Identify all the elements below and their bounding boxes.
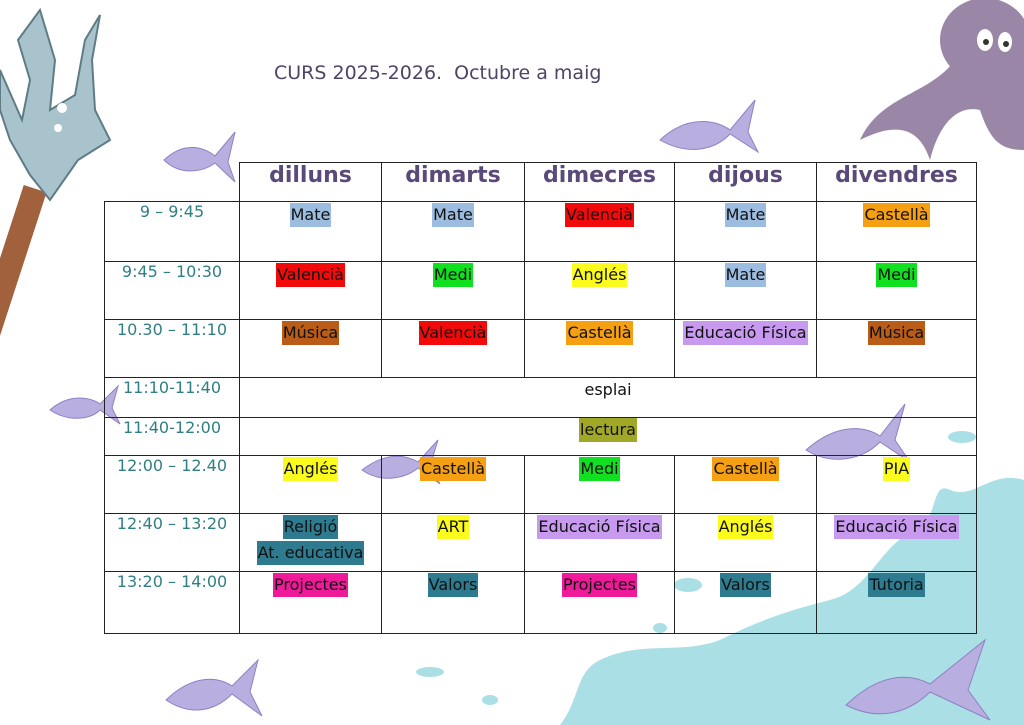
subject-cell: Castellà [524, 319, 675, 378]
subject-cell: Medi [381, 261, 525, 320]
subject-label: Anglés [717, 515, 774, 539]
table-row: 13:20 – 14:00 Projectes Valors Projectes… [104, 571, 977, 634]
subject-cell: Valencià [239, 261, 382, 320]
time-slot: 13:20 – 14:00 [104, 571, 240, 634]
table-row: 11:10-11:40 esplai [104, 377, 977, 418]
table-row: 12:40 – 13:20 Religió At. educativa ART E… [104, 513, 977, 572]
subject-cell: Música [239, 319, 382, 378]
time-slot: 9:45 – 10:30 [104, 261, 240, 320]
trident-icon [0, 7, 112, 345]
subject-label: Mate [289, 203, 332, 227]
subject-cell: Projectes [524, 571, 675, 634]
subject-cell: Valencià [381, 319, 525, 378]
subject-label: Música [281, 321, 340, 345]
subject-label: ART [436, 515, 470, 539]
break-label: esplai [584, 380, 632, 399]
subject-cell: Projectes [239, 571, 382, 634]
subject-label: Castellà [863, 203, 930, 227]
subject-cell: Religió At. educativa [239, 513, 382, 572]
time-slot: 9 – 9:45 [104, 201, 240, 262]
table-row: 9:45 – 10:30 Valencià Medi Anglés Mate M… [104, 261, 977, 320]
time-slot: 11:10-11:40 [104, 377, 240, 418]
corner-cell [104, 162, 240, 202]
subject-cell: ART [381, 513, 525, 572]
day-header: divendres [816, 162, 977, 202]
subject-cell: Educació Física [816, 513, 977, 572]
subject-cell: Anglés [524, 261, 675, 320]
subject-label: Medi [579, 457, 620, 481]
subject-label: Música [867, 321, 926, 345]
subject-label: Mate [432, 203, 474, 227]
subject-label: Religió [282, 515, 339, 539]
subject-cell: Valencià [524, 201, 675, 262]
subject-cell: Mate [674, 261, 817, 320]
subject-label: Mate [724, 203, 767, 227]
time-slot: 12:00 – 12.40 [104, 455, 240, 514]
table-row: 11:40-12:00 lectura [104, 417, 977, 456]
subject-label: Castellà [419, 457, 487, 481]
subject-cell: Educació Física [674, 319, 817, 378]
time-slot: 11:40-12:00 [104, 417, 240, 456]
subject-label: Valors [720, 573, 771, 597]
subject-label: Tutoria [868, 573, 925, 597]
subject-cell: Anglés [239, 455, 382, 514]
day-header: dimarts [381, 162, 525, 202]
subject-cell: Valors [674, 571, 817, 634]
subject-cell: Música [816, 319, 977, 378]
break-cell: esplai [239, 377, 977, 418]
subject-cell: Educació Física [524, 513, 675, 572]
subject-cell: Valors [381, 571, 525, 634]
subject-cell: Anglés [674, 513, 817, 572]
subject-label: Medi [876, 263, 917, 287]
subject-cell: Mate [381, 201, 525, 262]
subject-label: Mate [724, 263, 767, 287]
table-row: 10.30 – 11:10 Música Valencià Castellà E… [104, 319, 977, 378]
subject-cell: Castellà [674, 455, 817, 514]
subject-label: Valencià [276, 263, 345, 287]
subject-label: Projectes [273, 573, 348, 597]
day-header: dijous [674, 162, 817, 202]
subject-label: Projectes [562, 573, 637, 597]
subject-label: Valors [427, 573, 479, 597]
time-slot: 10.30 – 11:10 [104, 319, 240, 378]
subject-label: Educació Física [834, 515, 959, 539]
octopus-icon [860, 0, 1024, 160]
subject-label: Educació Física [683, 321, 808, 345]
subject-label: Valencià [565, 203, 634, 227]
day-header: dilluns [239, 162, 382, 202]
subject-label: Castellà [566, 321, 633, 345]
subject-cell: PIA [816, 455, 977, 514]
subject-label: PIA [882, 457, 911, 481]
subject-label: Valencià [418, 321, 488, 345]
subject-label: Anglés [571, 263, 628, 287]
time-slot: 12:40 – 13:20 [104, 513, 240, 572]
subject-cell: Mate [674, 201, 817, 262]
schedule-table: dilluns dimarts dimecres dijous divendre… [104, 162, 977, 634]
header-row: dilluns dimarts dimecres dijous divendre… [104, 162, 977, 202]
page-title: CURS 2025-2026. Octubre a maig [274, 62, 602, 84]
subject-label: Educació Física [537, 515, 662, 539]
subject-label: Anglés [282, 457, 339, 481]
subject-label: Medi [432, 263, 474, 287]
subject-cell: Castellà [381, 455, 525, 514]
day-header: dimecres [524, 162, 675, 202]
subject-cell: Tutoria [816, 571, 977, 634]
subject-cell: Castellà [816, 201, 977, 262]
table-row: 9 – 9:45 Mate Mate Valencià Mate Castell… [104, 201, 977, 262]
subject-cell: Medi [816, 261, 977, 320]
subject-cell: Mate [239, 201, 382, 262]
subject-label: Castellà [712, 457, 779, 481]
reading-cell: lectura [239, 417, 977, 456]
subject-label-extra: At. educativa [256, 541, 365, 565]
subject-cell: Medi [524, 455, 675, 514]
table-row: 12:00 – 12.40 Anglés Castellà Medi Caste… [104, 455, 977, 514]
reading-label: lectura [579, 418, 637, 442]
